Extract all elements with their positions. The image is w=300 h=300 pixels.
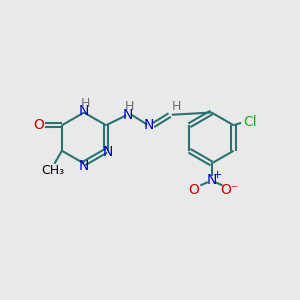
Text: O: O bbox=[33, 118, 44, 132]
Text: N: N bbox=[206, 173, 217, 187]
Text: +: + bbox=[213, 169, 222, 180]
Text: O: O bbox=[188, 183, 199, 197]
Text: H: H bbox=[81, 97, 90, 110]
Text: H: H bbox=[124, 100, 134, 113]
Text: N: N bbox=[144, 118, 154, 132]
Text: O⁻: O⁻ bbox=[220, 183, 238, 197]
Text: CH₃: CH₃ bbox=[41, 164, 64, 177]
Text: N: N bbox=[79, 104, 89, 118]
Text: H: H bbox=[172, 100, 181, 113]
Text: N: N bbox=[122, 108, 133, 122]
Text: N: N bbox=[79, 159, 89, 172]
Text: Cl: Cl bbox=[243, 115, 257, 129]
Text: N: N bbox=[102, 145, 113, 159]
